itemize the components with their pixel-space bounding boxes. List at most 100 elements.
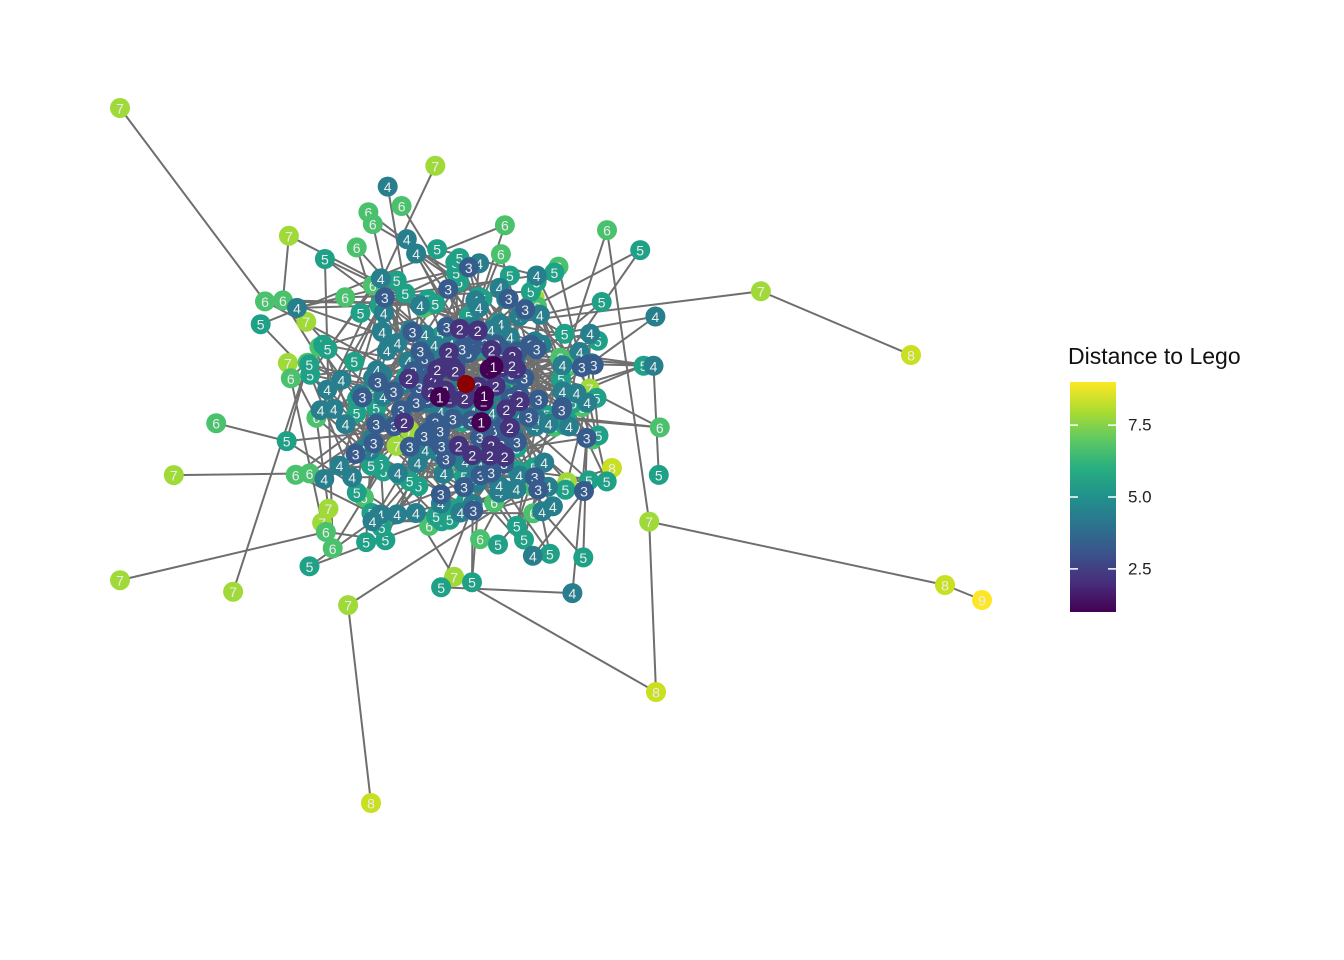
node-distance-label: 5 (306, 367, 314, 383)
node-circle (398, 368, 419, 389)
node-circle (425, 293, 446, 314)
graph-node: 1 (471, 412, 492, 433)
node-distance-label: 3 (412, 395, 420, 411)
graph-node: 2 (394, 412, 414, 433)
color-legend: Distance to Lego 2.5 5.0 7.5 (1068, 343, 1241, 612)
node-distance-label: 4 (323, 382, 331, 398)
graph-node: 5 (350, 302, 371, 323)
node-circle (457, 375, 475, 393)
node-distance-label: 4 (506, 330, 514, 346)
graph-node: 8 (901, 345, 921, 365)
node-distance-label: 5 (401, 286, 409, 302)
graph-edge (648, 521, 657, 693)
node-circle (646, 682, 666, 702)
node-circle (406, 243, 427, 264)
graph-node: 5 (361, 455, 381, 476)
graph-node: 2 (467, 320, 488, 341)
node-circle (645, 306, 666, 327)
graph-node: 6 (335, 287, 356, 308)
node-circle (544, 262, 565, 283)
graph-node: 2 (398, 368, 419, 389)
node-circle (750, 281, 771, 302)
node-circle (445, 361, 466, 381)
node-distance-label: 5 (595, 428, 603, 444)
node-distance-label: 5 (569, 396, 577, 412)
graph-node: 4 (335, 414, 356, 435)
node-distance-label: 5 (598, 295, 606, 311)
node-distance-label: 3 (416, 344, 424, 360)
graph-node: 4 (542, 496, 563, 517)
node-distance-label: 4 (565, 419, 573, 435)
graph-node: 3 (454, 477, 474, 497)
graph-node: 3 (402, 322, 423, 343)
node-distance-label: 7 (757, 284, 765, 300)
graph-node: 2 (449, 318, 470, 339)
node-circle (528, 389, 549, 410)
graph-node: 4 (387, 504, 408, 525)
node-distance-label: 3 (460, 480, 468, 496)
graph-node: 4 (559, 416, 579, 437)
node-distance-label: 5 (353, 485, 361, 501)
node-distance-label: 5 (561, 326, 569, 342)
node-distance-label: 7 (586, 381, 594, 397)
node-circle (346, 482, 367, 503)
node-circle (515, 299, 536, 320)
graph-node: 8 (361, 793, 381, 813)
node-distance-label: 4 (533, 268, 541, 284)
node-distance-label: 3 (397, 403, 405, 419)
node-circle (391, 196, 412, 216)
node-circle (317, 339, 338, 360)
graph-node: 6 (391, 196, 412, 216)
graph-node: 5 (299, 354, 320, 375)
node-circle (483, 356, 504, 377)
node-distance-label: 5 (406, 474, 414, 490)
graph-node: 5 (344, 351, 365, 372)
node-circle (502, 355, 522, 376)
node-distance-label: 4 (475, 256, 483, 272)
node-circle (396, 229, 417, 250)
node-distance-label: 4 (380, 305, 388, 321)
node-distance-label: 2 (451, 364, 459, 380)
node-circle (467, 320, 488, 341)
node-distance-label: 4 (414, 455, 422, 471)
node-distance-label: 2 (456, 321, 464, 337)
graph-node: 4 (342, 467, 363, 488)
node-distance-label: 2 (502, 402, 510, 418)
node-distance-label: 4 (513, 482, 521, 498)
node-distance-label: 4 (495, 478, 503, 494)
node-distance-label: 2 (405, 371, 413, 387)
node-circle (405, 503, 426, 523)
graph-node: 4 (310, 400, 331, 421)
node-distance-label: 6 (656, 420, 664, 436)
graph-edge (319, 297, 483, 349)
node-distance-label: 4 (576, 344, 584, 360)
node-distance-label: 4 (421, 443, 429, 459)
node-circle (554, 323, 575, 344)
node-circle (276, 431, 297, 452)
graph-node: 9 (972, 590, 992, 610)
node-distance-label: 5 (636, 243, 644, 259)
graph-node: 6 (322, 538, 343, 559)
node-distance-label: 4 (583, 395, 591, 411)
node-circle (649, 417, 670, 438)
graph-node: 5 (462, 572, 482, 593)
node-distance-label: 3 (578, 360, 586, 376)
node-distance-label: 2 (468, 448, 476, 464)
graph-node: 4 (377, 176, 398, 197)
node-distance-label: 5 (283, 434, 291, 450)
node-circle (352, 387, 373, 408)
node-circle (374, 287, 395, 308)
graph-node: 4 (577, 392, 598, 413)
node-distance-label: 5 (367, 458, 375, 474)
node-distance-label: 7 (344, 598, 352, 614)
node-circle (373, 302, 394, 323)
node-distance-label: 4 (369, 514, 377, 530)
node-distance-label: 4 (488, 405, 496, 421)
node-circle (287, 297, 307, 318)
graph-node: 4 (370, 268, 391, 289)
node-circle (429, 387, 450, 407)
node-distance-label: 5 (465, 309, 473, 325)
node-distance-label: 3 (520, 370, 528, 386)
node-distance-label: 6 (322, 524, 330, 540)
legend-tick-label: 5.0 (1128, 488, 1152, 507)
